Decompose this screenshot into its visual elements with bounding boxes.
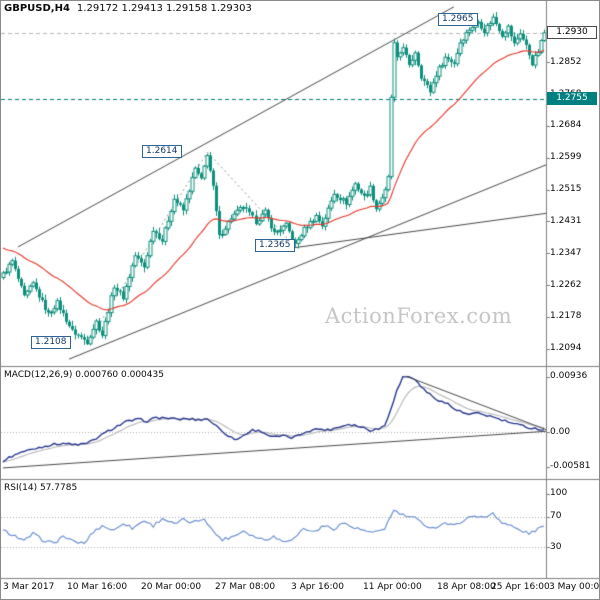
rsi-axis-tick: 30 [550, 541, 562, 552]
price-axis-tick: 1.2515 [550, 184, 582, 195]
price-axis-tick: 1.2599 [550, 152, 582, 163]
time-axis-tick: 27 Mar 08:00 [215, 582, 276, 592]
chart-title: GBPUSD,H4 1.29172 1.29413 1.29158 1.29303 [4, 3, 252, 14]
time-axis-tick: 20 Mar 00:00 [141, 582, 202, 592]
price-axis-tick: 1.2178 [550, 311, 582, 322]
time-axis-tick: 3 Apr 16:00 [291, 582, 344, 592]
time-axis-tick: 18 Apr 08:00 [437, 582, 496, 592]
price-annotation-1-2965[interactable]: 1.2965 [438, 12, 478, 26]
price-annotation-1-2614[interactable]: 1.2614 [142, 145, 182, 159]
price-axis-tick: 1.2431 [550, 215, 582, 226]
price-annotation-1-2365[interactable]: 1.2365 [255, 239, 295, 253]
macd-label: MACD(12,26,9) 0.000760 0.000435 [4, 370, 164, 380]
price-annotation-1-2108[interactable]: 1.2108 [31, 336, 71, 350]
sr-level-label[interactable]: 1.2755 [547, 91, 597, 105]
time-axis-tick: 25 Apr 16:00 [491, 582, 550, 592]
rsi-axis-tick: 100 [550, 488, 568, 499]
time-axis-tick: 3 Mar 2017 [3, 582, 55, 592]
price-axis-tick: 1.2347 [550, 247, 582, 258]
time-axis-tick: 10 Mar 16:00 [67, 582, 128, 592]
macd-axis-tick: 0.00 [550, 426, 571, 437]
rsi-label: RSI(14) 57.7785 [4, 483, 78, 493]
watermark: ActionForex.com [325, 304, 513, 328]
rsi-axis-tick: 70 [550, 511, 562, 522]
symbol-timeframe: GBPUSD,H4 [4, 3, 70, 14]
time-axis-tick: 11 Apr 00:00 [363, 582, 422, 592]
current-price-label: 1.2930 [547, 25, 597, 39]
ohlc-values: 1.29172 1.29413 1.29158 1.29303 [76, 3, 252, 14]
macd-axis-tick: -0.00581 [550, 461, 591, 472]
price-axis-tick: 1.2684 [550, 120, 582, 131]
price-axis-tick: 1.2852 [550, 56, 582, 67]
price-axis-tick: 1.2262 [550, 279, 582, 290]
macd-axis-tick: 0.00936 [550, 371, 588, 382]
time-axis-tick: 3 May 00:00 [549, 582, 600, 592]
price-axis-tick: 1.2094 [550, 343, 582, 354]
